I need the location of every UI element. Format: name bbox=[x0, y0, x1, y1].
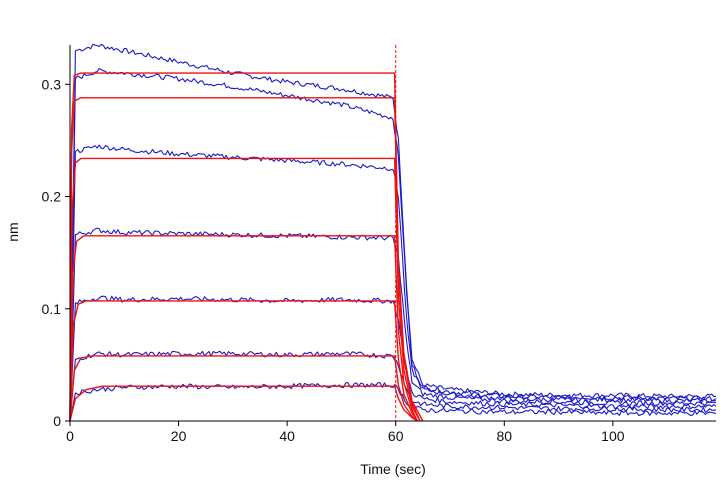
fit-curve-2 bbox=[69, 97, 421, 422]
fit-curve-3 bbox=[69, 157, 421, 422]
x-tick-label-5: 100 bbox=[601, 428, 625, 444]
fit-curve-6 bbox=[69, 355, 418, 422]
measured-trace-2 bbox=[69, 68, 717, 422]
x-tick-label-3: 60 bbox=[388, 428, 404, 444]
x-tick-label-1: 20 bbox=[171, 428, 187, 444]
fit-curve-4 bbox=[69, 235, 419, 422]
series-layer bbox=[69, 43, 717, 422]
fit-curve-1 bbox=[69, 72, 424, 422]
y-axis-title: nm bbox=[5, 222, 21, 241]
x-tick-label-2: 40 bbox=[279, 428, 295, 444]
y-tick-label-3: 0.3 bbox=[42, 76, 62, 92]
measured-trace-3 bbox=[69, 144, 717, 422]
fit-curve-7 bbox=[69, 385, 418, 422]
y-tick-label-2: 0.2 bbox=[42, 189, 62, 205]
x-tick-label-4: 80 bbox=[496, 428, 512, 444]
measured-trace-4 bbox=[69, 227, 717, 422]
axes-layer: 0 20 40 60 80 100 0 0.1 0.2 0.3 bbox=[42, 45, 716, 444]
measured-trace-5 bbox=[69, 295, 717, 422]
x-axis-title: Time (sec) bbox=[360, 461, 426, 477]
fit-curve-5 bbox=[69, 300, 418, 422]
x-tick-label-0: 0 bbox=[66, 428, 74, 444]
measured-trace-1 bbox=[69, 43, 717, 422]
y-tick-label-1: 0.1 bbox=[42, 301, 62, 317]
y-tick-label-0: 0 bbox=[53, 413, 61, 429]
